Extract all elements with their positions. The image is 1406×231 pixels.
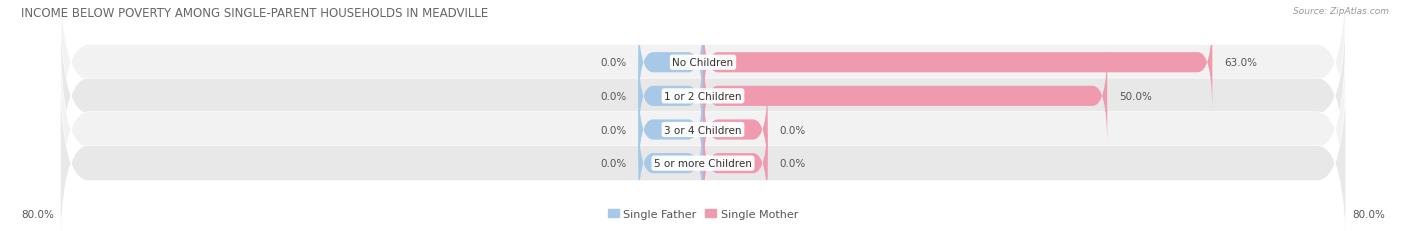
FancyBboxPatch shape xyxy=(703,13,1212,113)
FancyBboxPatch shape xyxy=(60,0,1346,162)
Legend: Single Father, Single Mother: Single Father, Single Mother xyxy=(603,204,803,223)
Text: 80.0%: 80.0% xyxy=(1353,210,1385,219)
Text: 63.0%: 63.0% xyxy=(1225,58,1257,68)
Text: 50.0%: 50.0% xyxy=(1119,91,1153,101)
FancyBboxPatch shape xyxy=(703,46,1108,147)
FancyBboxPatch shape xyxy=(638,113,703,214)
Text: 0.0%: 0.0% xyxy=(600,91,626,101)
Text: 80.0%: 80.0% xyxy=(21,210,53,219)
FancyBboxPatch shape xyxy=(60,30,1346,229)
FancyBboxPatch shape xyxy=(703,80,768,180)
Text: Source: ZipAtlas.com: Source: ZipAtlas.com xyxy=(1294,7,1389,16)
Text: No Children: No Children xyxy=(672,58,734,68)
Text: 5 or more Children: 5 or more Children xyxy=(654,158,752,168)
FancyBboxPatch shape xyxy=(60,64,1346,231)
FancyBboxPatch shape xyxy=(638,46,703,147)
Text: 0.0%: 0.0% xyxy=(780,158,806,168)
Text: 0.0%: 0.0% xyxy=(600,58,626,68)
FancyBboxPatch shape xyxy=(638,80,703,180)
Text: INCOME BELOW POVERTY AMONG SINGLE-PARENT HOUSEHOLDS IN MEADVILLE: INCOME BELOW POVERTY AMONG SINGLE-PARENT… xyxy=(21,7,488,20)
FancyBboxPatch shape xyxy=(638,13,703,113)
Text: 0.0%: 0.0% xyxy=(600,125,626,135)
Text: 0.0%: 0.0% xyxy=(600,158,626,168)
Text: 3 or 4 Children: 3 or 4 Children xyxy=(664,125,742,135)
FancyBboxPatch shape xyxy=(703,113,768,214)
Text: 1 or 2 Children: 1 or 2 Children xyxy=(664,91,742,101)
FancyBboxPatch shape xyxy=(60,0,1346,196)
Text: 0.0%: 0.0% xyxy=(780,125,806,135)
